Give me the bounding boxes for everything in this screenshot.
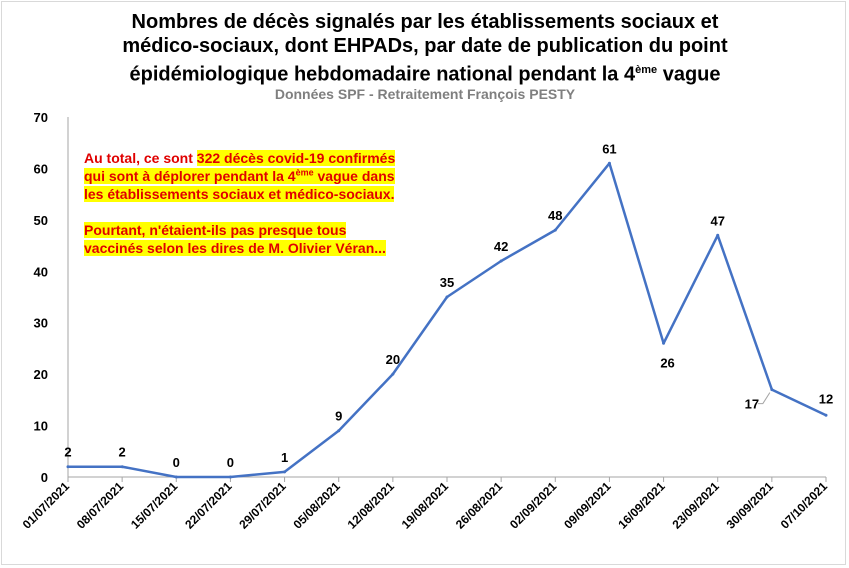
y-tick-label: 40 [34,264,48,279]
data-label: 12 [819,391,833,406]
y-tick-label: 60 [34,161,48,176]
x-tick-label: 12/08/2021 [345,479,398,532]
x-tick-label: 15/07/2021 [128,479,181,532]
data-point [337,429,341,433]
x-tick-label: 23/09/2021 [669,479,722,532]
data-label: 61 [602,141,616,156]
data-point [499,259,503,263]
y-tick-label: 20 [34,367,48,382]
title-line-3: épidémiologique hebdomadaire national pe… [129,63,721,86]
data-label: 0 [227,455,234,470]
y-tick-label: 0 [41,470,48,485]
chart-title: Nombres de décès signalés par les établi… [60,10,790,87]
x-tick-label: 08/07/2021 [74,479,127,532]
data-point [120,465,124,469]
y-tick-label: 50 [34,213,48,228]
data-label: 1 [281,450,288,465]
data-point [174,475,178,479]
title-line-1: Nombres de décès signalés par les établi… [131,11,719,33]
data-point [553,228,557,232]
x-tick-label: 09/09/2021 [561,479,614,532]
data-label: 2 [64,445,71,460]
data-label: 17 [745,397,759,412]
data-label: 48 [548,208,562,223]
chart-subtitle: Données SPF - Retraitement François PEST… [274,86,576,102]
x-tick-label: 01/07/2021 [20,479,73,532]
data-label-leader [757,392,771,405]
x-tick-label: 16/09/2021 [615,479,668,532]
data-label: 35 [440,275,454,290]
annotation-total: Au total, ce sont 322 décès covid-19 con… [84,150,396,202]
data-point [716,233,720,237]
data-label: 42 [494,239,508,254]
y-tick-label: 10 [34,419,48,434]
x-tick-label: 22/07/2021 [182,479,235,532]
title-line-2: médico-sociaux, dont EHPADs, par date de… [122,35,728,57]
data-label: 47 [710,213,724,228]
data-label: 0 [173,455,180,470]
annotation-vaccines: Pourtant, n'étaient-ils pas presque tous… [84,222,386,256]
data-point [662,341,666,345]
data-point [445,295,449,299]
data-point [283,470,287,474]
data-point [770,388,774,392]
x-tick-label: 07/10/2021 [778,479,831,532]
data-point [607,161,611,165]
data-point [391,372,395,376]
x-tick-label: 30/09/2021 [724,479,777,532]
x-tick-label: 19/08/2021 [399,479,452,532]
data-point [824,413,828,417]
data-point [66,465,70,469]
data-label: 9 [335,409,342,424]
data-label: 2 [119,445,126,460]
x-tick-label: 05/08/2021 [290,479,343,532]
series-line [68,162,827,479]
x-tick-label: 02/09/2021 [507,479,560,532]
data-label: 26 [660,355,674,370]
x-tick-label: 26/08/2021 [453,479,506,532]
y-tick-label: 70 [34,110,48,125]
data-point [228,475,232,479]
data-label: 20 [386,352,400,367]
y-tick-label: 30 [34,316,48,331]
x-tick-label: 29/07/2021 [236,479,289,532]
